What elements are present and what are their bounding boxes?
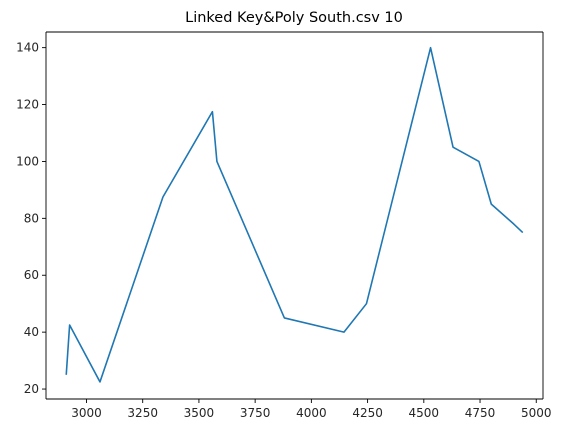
y-tick-label: 60: [24, 268, 39, 282]
x-tick-label: 3500: [184, 406, 215, 420]
x-axis: 3000 3250 3500 3750 4000 4250 4500 4750 5000: [71, 399, 552, 420]
series-line-0: [65, 46, 524, 383]
y-tick-label: 120: [16, 98, 39, 112]
x-tick-label: 3250: [127, 406, 158, 420]
plot-area: [46, 32, 543, 399]
y-tick-label: 140: [16, 41, 39, 55]
y-tick-label: 80: [24, 211, 39, 225]
data-marks: [65, 46, 524, 383]
y-tick-label: 20: [24, 382, 39, 396]
y-tick-label: 100: [16, 154, 39, 168]
chart-title: Linked Key&Poly South.csv 10: [185, 10, 403, 26]
x-tick-label: 4000: [296, 406, 327, 420]
y-axis: 20 40 60 80 100 120 140: [16, 41, 46, 396]
x-tick-label: 3750: [240, 406, 271, 420]
x-tick-label: 4500: [409, 406, 440, 420]
x-tick-label: 4250: [352, 406, 383, 420]
y-tick-label: 40: [24, 325, 39, 339]
x-tick-label: 4750: [465, 406, 496, 420]
x-tick-label: 5000: [521, 406, 552, 420]
x-tick-label: 3000: [71, 406, 102, 420]
axes-frame: [45, 31, 544, 400]
